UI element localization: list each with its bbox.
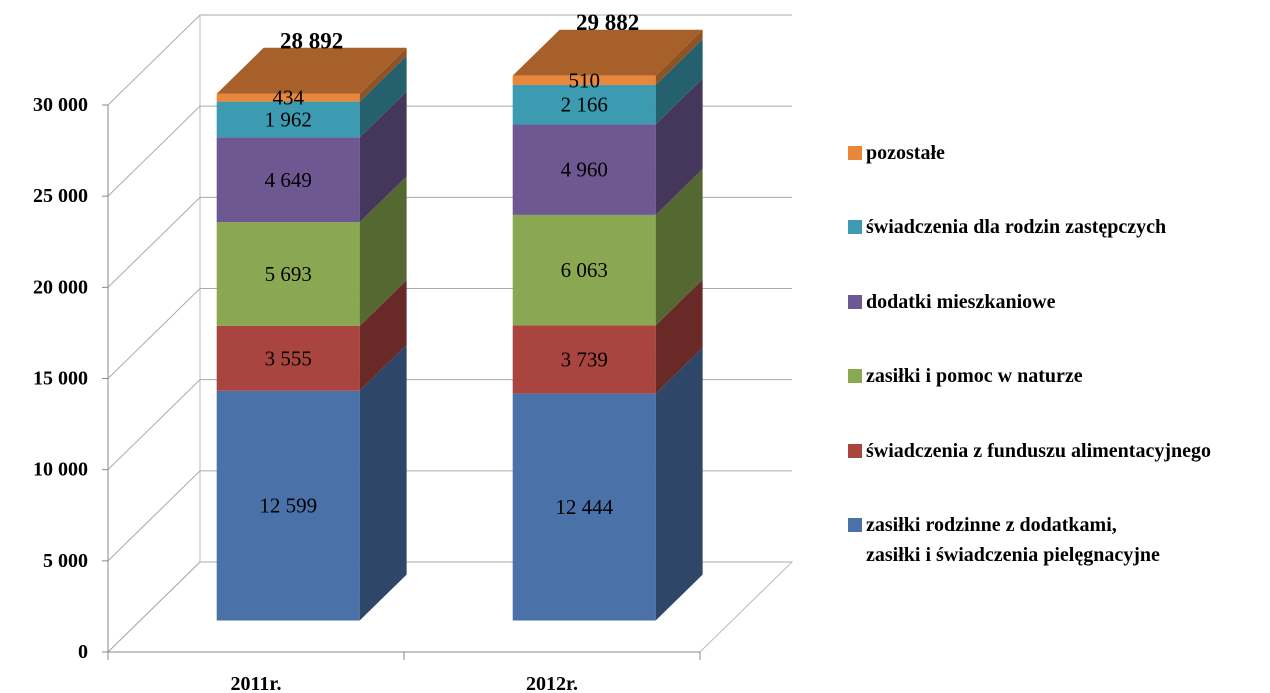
bar-side — [655, 168, 703, 326]
bar-top — [512, 29, 703, 76]
legend-swatch — [848, 294, 862, 309]
legend-label: pozostałe — [866, 142, 945, 164]
legend-item: świadczenia z funduszu alimentacyjnego — [848, 436, 1268, 466]
y-tick-label: 25 000 — [33, 185, 88, 207]
bar-side — [359, 47, 407, 102]
bar-side — [655, 39, 703, 125]
legend-item: zasiłki i pomoc w naturze — [848, 361, 1268, 391]
y-tick-label: 30 000 — [33, 94, 88, 116]
legend-item: pozostałe — [848, 138, 1268, 168]
bar-side — [655, 29, 703, 85]
bar-side — [359, 344, 407, 621]
legend-item: dodatki mieszkaniowe — [848, 287, 1268, 317]
bar-side — [655, 78, 703, 215]
y-tick-label: 15 000 — [33, 368, 88, 390]
bar-front — [216, 390, 360, 621]
legend-label: zasiłki rodzinne z dodatkami, zasiłki i … — [866, 513, 1160, 566]
bar-front — [512, 214, 656, 326]
legend-label: świadczenia dla rodzin zastępczych — [866, 216, 1167, 239]
grid-line — [107, 14, 792, 106]
value-label: 4 960 — [561, 158, 608, 182]
bar-front — [512, 84, 656, 125]
bar-front — [216, 325, 360, 391]
legend-item: świadczenia dla rodzin zastępczych — [848, 212, 1268, 242]
x-tick-label: 2011r. — [231, 673, 282, 693]
value-label: 434 — [272, 86, 304, 110]
bar-side — [655, 347, 703, 621]
value-label: 2 166 — [561, 93, 608, 117]
value-label: 3 555 — [265, 346, 312, 370]
x-tick-label: 2012r. — [526, 673, 578, 693]
legend-swatch — [848, 517, 862, 532]
value-label: 12 444 — [555, 495, 613, 519]
value-label: 5 693 — [265, 262, 312, 286]
value-label: 4 649 — [265, 168, 312, 192]
legend-swatch — [848, 146, 862, 160]
bar-front — [216, 222, 360, 326]
total-label: 28 892 — [280, 28, 343, 53]
legend-item: zasiłki rodzinne z dodatkami, zasiłki i … — [848, 510, 1268, 570]
bar-front — [216, 101, 360, 138]
total-label: 29 882 — [576, 10, 639, 35]
bar-front — [216, 93, 360, 102]
y-tick-label: 10 000 — [33, 459, 88, 481]
legend-swatch — [848, 369, 862, 384]
value-label: 3 739 — [561, 348, 608, 372]
y-tick-label: 5 000 — [43, 550, 88, 572]
value-label: 510 — [568, 68, 600, 92]
bar-side — [359, 176, 407, 326]
y-tick-label: 0 — [78, 641, 88, 663]
y-tick-label: 20 000 — [33, 276, 88, 298]
bar-front — [512, 325, 656, 394]
bar-front — [512, 124, 656, 215]
legend-label: dodatki mieszkaniowe — [866, 290, 1056, 313]
bar-top — [216, 47, 407, 94]
bar-front — [216, 137, 360, 223]
value-label: 6 063 — [561, 258, 608, 282]
bar-side — [359, 91, 407, 223]
legend: pozostałe świadczenia dla rodzin zastępcz… — [848, 138, 1268, 570]
bar-front — [512, 75, 656, 85]
bar-front — [512, 393, 656, 621]
value-label: 1 962 — [265, 108, 312, 132]
legend-swatch — [848, 443, 862, 458]
legend-swatch — [848, 220, 862, 235]
bar-side — [359, 55, 407, 138]
bar-side — [359, 280, 407, 391]
value-label: 12 599 — [259, 494, 317, 518]
bar-side — [655, 279, 703, 394]
legend-label: zasiłki i pomoc w naturze — [866, 365, 1083, 388]
legend-label: świadczenia z funduszu alimentacyjnego — [866, 439, 1211, 462]
